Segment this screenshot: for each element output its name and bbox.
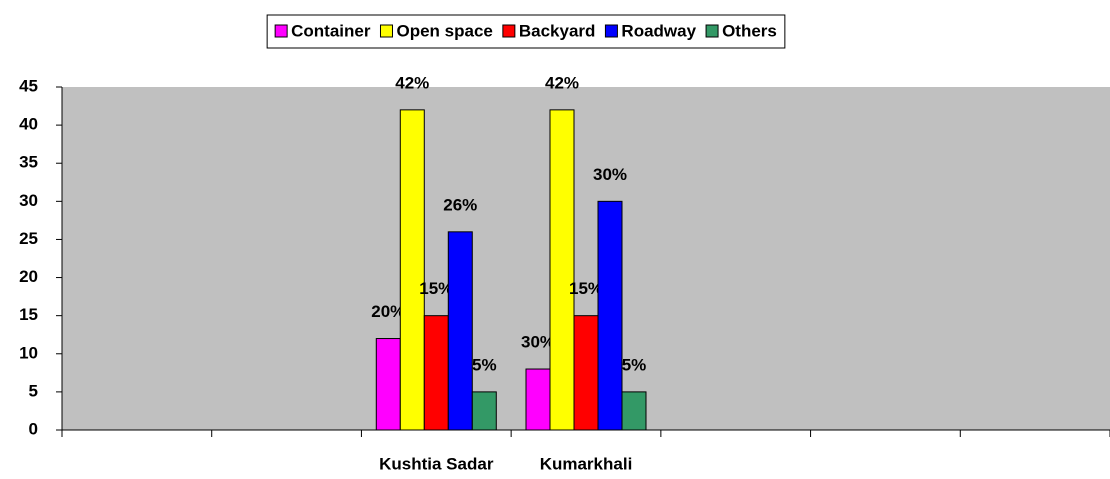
- legend-label: Others: [722, 21, 777, 40]
- y-tick-label: 5: [29, 381, 38, 400]
- x-tick-label: Kushtia Sadar: [379, 454, 494, 473]
- bar: [573, 315, 599, 431]
- bar: [375, 338, 401, 431]
- legend: [266, 14, 786, 49]
- legend-label: Container: [291, 21, 371, 40]
- y-tick-label: 20: [19, 267, 38, 286]
- bar: [549, 109, 575, 431]
- data-label: 5%: [622, 355, 647, 374]
- data-label: 15%: [569, 279, 603, 298]
- data-label: 5%: [472, 355, 497, 374]
- legend-swatch: [705, 24, 719, 38]
- y-tick-label: 40: [19, 115, 38, 134]
- bar: [597, 200, 623, 431]
- bar: [399, 109, 425, 431]
- data-label: 20%: [371, 302, 405, 321]
- legend-label: Backyard: [519, 21, 596, 40]
- data-label: 26%: [443, 195, 477, 214]
- legend-label: Roadway: [621, 21, 696, 40]
- data-label: 30%: [521, 333, 555, 352]
- legend-label: Open space: [396, 21, 492, 40]
- bar: [447, 231, 473, 431]
- data-label: 42%: [395, 73, 429, 92]
- data-label: 15%: [419, 279, 453, 298]
- x-tick-label: Kumarkhali: [540, 454, 633, 473]
- legend-swatch: [274, 24, 288, 38]
- y-tick-label: 30: [19, 191, 38, 210]
- y-tick-label: 0: [29, 419, 38, 438]
- y-tick-label: 45: [19, 76, 38, 95]
- bar: [525, 368, 551, 431]
- bar: [471, 391, 497, 431]
- legend-swatch: [604, 24, 618, 38]
- y-tick-label: 15: [19, 305, 38, 324]
- legend-swatch: [502, 24, 516, 38]
- bar: [423, 315, 449, 431]
- bar: [621, 391, 647, 431]
- y-tick-label: 10: [19, 343, 38, 362]
- legend-swatch: [379, 24, 393, 38]
- y-tick-label: 25: [19, 229, 38, 248]
- data-label: 30%: [593, 165, 627, 184]
- data-label: 42%: [545, 73, 579, 92]
- y-tick-label: 35: [19, 153, 38, 172]
